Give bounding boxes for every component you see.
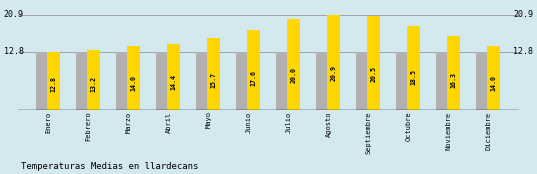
Text: 18.5: 18.5 — [410, 69, 416, 85]
Bar — [47, 52, 60, 110]
Bar — [275, 52, 287, 110]
Bar — [447, 36, 460, 110]
Text: 20.5: 20.5 — [371, 66, 376, 82]
Text: 15.7: 15.7 — [211, 72, 216, 88]
Bar — [35, 52, 47, 110]
Text: 20.9: 20.9 — [513, 10, 533, 19]
Bar — [316, 52, 327, 110]
Bar — [355, 52, 367, 110]
Text: 17.6: 17.6 — [250, 70, 256, 86]
Bar — [195, 52, 207, 110]
Bar — [436, 52, 447, 110]
Text: 16.3: 16.3 — [451, 72, 456, 88]
Text: 14.0: 14.0 — [130, 75, 136, 91]
Text: 20.9: 20.9 — [4, 10, 24, 19]
Bar — [247, 30, 260, 110]
Text: 12.8: 12.8 — [513, 47, 533, 56]
Bar — [367, 17, 380, 110]
Text: 14.4: 14.4 — [170, 74, 176, 90]
Bar — [287, 19, 300, 110]
Text: 12.8: 12.8 — [4, 47, 24, 56]
Bar — [327, 15, 340, 110]
Text: 12.8: 12.8 — [50, 76, 56, 92]
Bar — [127, 46, 140, 110]
Bar — [115, 52, 127, 110]
Bar — [207, 38, 220, 110]
Text: Temperaturas Medias en llardecans: Temperaturas Medias en llardecans — [21, 161, 199, 171]
Text: 20.9: 20.9 — [330, 65, 336, 81]
Text: 13.2: 13.2 — [90, 76, 96, 92]
Bar — [167, 44, 180, 110]
Bar — [236, 52, 247, 110]
Bar — [156, 52, 167, 110]
Bar — [407, 26, 420, 110]
Bar — [76, 52, 87, 110]
Bar — [87, 50, 100, 110]
Text: 14.0: 14.0 — [490, 75, 496, 91]
Bar — [396, 52, 407, 110]
Text: 20.0: 20.0 — [291, 67, 296, 83]
Bar — [487, 46, 500, 110]
Bar — [476, 52, 487, 110]
